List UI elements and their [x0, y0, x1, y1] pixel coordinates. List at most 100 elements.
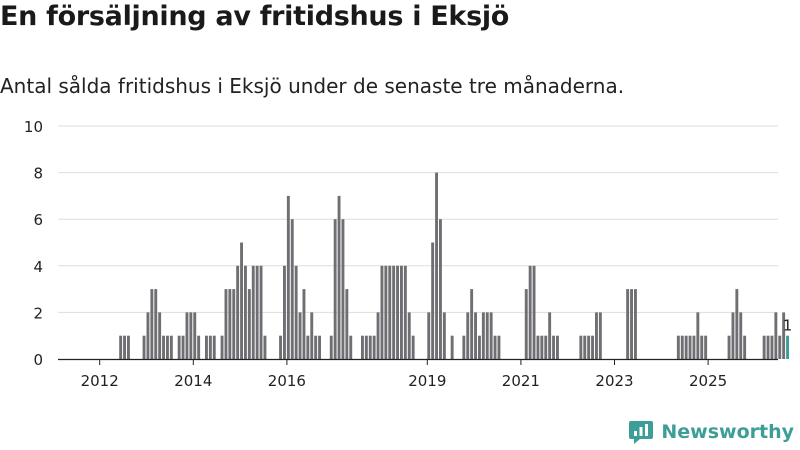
bar [119, 335, 123, 359]
bar [442, 312, 446, 359]
bar [177, 335, 181, 359]
bar [403, 265, 407, 359]
bar [150, 289, 154, 359]
bar [380, 265, 384, 359]
bar [372, 335, 376, 359]
bar [743, 335, 747, 359]
bar [595, 312, 598, 359]
bar [466, 312, 470, 359]
bar [481, 312, 485, 359]
bar [731, 312, 735, 359]
bar [696, 312, 700, 359]
x-tick-label: 2016 [268, 372, 306, 390]
bar [166, 335, 169, 359]
bar [680, 335, 684, 359]
bar [251, 265, 255, 359]
bar [193, 312, 197, 359]
bar [532, 265, 536, 359]
bar [286, 195, 290, 359]
bar [208, 335, 212, 359]
bar [306, 335, 310, 359]
bar [298, 312, 302, 359]
bar [205, 335, 208, 359]
bar [489, 312, 493, 359]
bar [361, 335, 364, 359]
highlight-bar [786, 335, 789, 359]
bar [727, 335, 731, 359]
y-tick-label: 2 [33, 304, 43, 322]
bar [583, 335, 587, 359]
bar [247, 289, 251, 359]
x-tick-label: 2019 [408, 372, 446, 390]
bar [279, 335, 282, 359]
bar [782, 312, 786, 359]
bar [314, 335, 318, 359]
bar [228, 289, 232, 359]
bar [337, 195, 341, 359]
bar [244, 265, 247, 359]
bar [435, 172, 438, 359]
bar [778, 335, 782, 359]
bar [392, 265, 396, 359]
bar [626, 289, 630, 359]
bar [684, 335, 688, 359]
bar [470, 289, 474, 359]
brand-name: Newsworthy [661, 421, 794, 443]
bar [774, 312, 778, 359]
bar [556, 335, 559, 359]
bar [376, 312, 380, 359]
bar [368, 335, 372, 359]
bar [598, 312, 602, 359]
bar [290, 219, 294, 359]
x-tick-label: 2023 [595, 372, 633, 390]
bar [146, 312, 150, 359]
bar [544, 335, 548, 359]
bar [240, 242, 243, 359]
bar [349, 335, 353, 359]
bar [310, 312, 314, 359]
bar [154, 289, 158, 359]
bar [220, 335, 224, 359]
bar [676, 335, 680, 359]
bar [528, 265, 532, 359]
bar [384, 265, 388, 359]
bar [364, 335, 368, 359]
bar [329, 335, 333, 359]
chart-subtitle: Antal sålda fritidshus i Eksjö under de … [0, 74, 625, 98]
bar [692, 335, 696, 359]
bar [259, 265, 263, 359]
bar [318, 335, 321, 359]
x-tick-label: 2021 [502, 372, 540, 390]
data-label: 1 [783, 317, 793, 335]
bar [142, 335, 146, 359]
x-tick-label: 2014 [174, 372, 212, 390]
bar [474, 312, 477, 359]
bar [127, 335, 130, 359]
bar [396, 265, 399, 359]
bar [189, 312, 193, 359]
bar [181, 335, 185, 359]
newsworthy-logo-icon [629, 421, 654, 444]
bar [123, 335, 126, 359]
bar [548, 312, 552, 359]
bar [762, 335, 766, 359]
y-tick-label: 10 [24, 118, 43, 136]
bar [169, 335, 173, 359]
bar [333, 219, 337, 359]
bar [212, 335, 216, 359]
bar [224, 289, 228, 359]
brand-logo: Newsworthy [628, 419, 794, 445]
bar [688, 335, 692, 359]
bar [704, 335, 708, 359]
x-tick-label: 2012 [81, 372, 119, 390]
bar [739, 312, 743, 359]
bar [388, 265, 392, 359]
bar [407, 312, 411, 359]
bar [591, 335, 594, 359]
bar [158, 312, 162, 359]
bar [536, 335, 540, 359]
chart-title: En försäljning av fritidshus i Eksjö [0, 1, 510, 32]
bar [552, 335, 555, 359]
bar [579, 335, 583, 359]
bar [283, 265, 286, 359]
